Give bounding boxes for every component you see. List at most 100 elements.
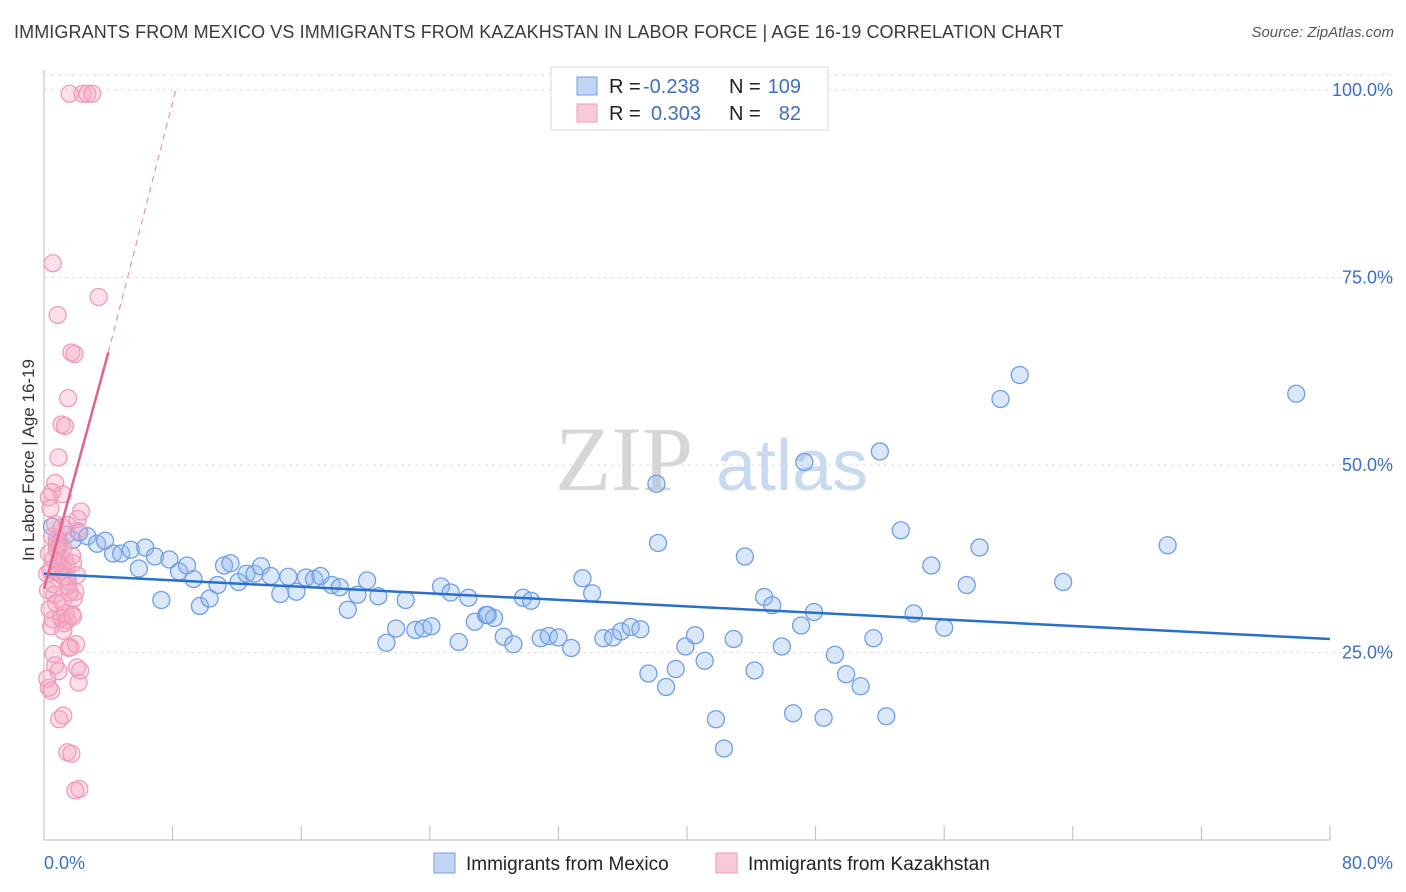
mexico-point-91: [851, 677, 870, 696]
mexico-point-69: [631, 620, 650, 639]
mexico-point-73: [666, 659, 685, 679]
kazakhstan-trend-line: [42, 352, 110, 590]
chart-title: IMMIGRANTS FROM MEXICO VS IMMIGRANTS FRO…: [14, 22, 1064, 42]
x-tick-label-1: 80.0%: [1342, 853, 1393, 873]
mexico-point-103: [1158, 536, 1177, 555]
kazakhstan-point-56: [42, 681, 61, 700]
mexico-point-43: [386, 619, 406, 638]
y-tick-label-1: 50.0%: [1342, 455, 1393, 475]
mexico-point-49: [441, 583, 460, 602]
mexico-point-12: [129, 559, 148, 578]
mexico-point-64: [583, 584, 602, 603]
mexico-point-20: [190, 596, 210, 616]
mexico-point-30: [271, 584, 290, 604]
mexico-point-96: [922, 556, 941, 575]
kazakhstan-point-67: [54, 621, 73, 640]
mexico-point-24: [221, 554, 240, 573]
mexico-point-108: [478, 605, 497, 625]
legend-kazakhstan-r-value: 0.303: [651, 103, 701, 125]
mexico-point-63: [573, 569, 592, 588]
mexico-point-98: [957, 575, 976, 595]
legend-mexico-r-value: -0.238: [643, 76, 700, 98]
kazakhstan-point-34: [71, 661, 90, 680]
mexico-point-11: [121, 540, 140, 559]
kazakhstan-point-81: [60, 84, 79, 103]
mexico-point-81: [745, 661, 764, 680]
bottom-legend-mexico-label: Immigrants from Mexico: [466, 854, 669, 875]
legend-mexico-n-value: 109: [768, 76, 801, 98]
legend-kazakhstan-n-label: N =: [729, 103, 761, 125]
mexico-point-56: [504, 635, 523, 654]
mexico-point-29: [261, 566, 280, 586]
mexico-point-80: [735, 547, 755, 566]
legend-mexico-swatch: [576, 76, 598, 96]
mexico-point-31: [279, 567, 298, 586]
watermark: ZIP atlas: [555, 408, 868, 510]
kazakhstan-point-23: [53, 593, 72, 612]
mexico-point-84: [772, 637, 791, 656]
mexico-point-76: [695, 651, 714, 670]
mexico-point-77: [706, 710, 726, 729]
kazakhstan-point-61: [62, 744, 81, 763]
mexico-point-15: [152, 590, 171, 610]
kazakhstan-point-45: [71, 502, 91, 521]
mexico-point-62: [562, 638, 581, 658]
mexico-point-72: [656, 677, 676, 697]
mexico-point-104: [1287, 384, 1306, 403]
mexico-point-67: [611, 622, 631, 641]
mexico-point-19: [184, 569, 203, 589]
kazakhstan-point-32: [67, 658, 87, 677]
mexico-point-106: [795, 452, 814, 472]
kazakhstan-point-37: [46, 473, 65, 493]
mexico-trend-line: [43, 572, 1331, 641]
mexico-point-61: [549, 628, 568, 647]
y-tick-label-0: 25.0%: [1342, 643, 1393, 663]
kazakhstan-point-64: [39, 678, 58, 697]
mexico-point-107: [647, 474, 666, 493]
mexico-point-14: [145, 547, 165, 566]
kazakhstan-point-65: [44, 644, 63, 664]
mexico-point-79: [724, 629, 743, 649]
kazakhstan-point-79: [62, 546, 82, 565]
mexico-point-50: [449, 632, 468, 652]
mexico-point-86: [791, 616, 811, 635]
mexico-point-93: [877, 707, 896, 726]
mexico-point-71: [648, 533, 668, 553]
mexico-point-94: [891, 521, 910, 540]
mexico-point-21: [200, 589, 219, 608]
x-tick-label-0: 0.0%: [44, 853, 85, 873]
kazakhstan-point-69: [63, 554, 83, 573]
bottom-legend: Immigrants from Mexico Immigrants from K…: [433, 852, 990, 875]
legend-mexico-n-label: N =: [729, 76, 761, 98]
mexico-point-85: [783, 704, 803, 723]
bottom-legend-kazakhstan-label: Immigrants from Kazakhstan: [748, 854, 990, 875]
mexico-point-38: [338, 600, 357, 619]
mexico-point-70: [639, 664, 658, 683]
mexico-point-101: [1010, 365, 1029, 385]
legend: R = -0.238 N = 109 R = 0.303 N = 82: [550, 66, 829, 131]
mexico-point-102: [1054, 572, 1073, 592]
mexico-point-78: [714, 739, 734, 758]
mexico-point-100: [991, 389, 1010, 409]
kazakhstan-trend-extension: [107, 89, 177, 353]
legend-kazakhstan-r-label: R =: [609, 103, 641, 125]
kazakhstan-point-72: [78, 84, 97, 103]
kazakhstan-point-71: [73, 84, 92, 103]
bottom-legend-mexico-swatch: [433, 852, 456, 874]
kazakhstan-point-46: [41, 499, 60, 518]
watermark-atlas: atlas: [716, 426, 868, 506]
kazakhstan-point-63: [70, 779, 89, 799]
trend-lines: [42, 89, 1331, 641]
bottom-legend-kazakhstan-swatch: [715, 852, 738, 874]
source-label: Source: ZipAtlas.com: [1251, 24, 1394, 41]
mexico-point-42: [377, 633, 396, 652]
mexico-point-92: [864, 629, 883, 648]
mexico-point-16: [160, 550, 179, 569]
mexico-point-90: [836, 665, 856, 684]
kazakhstan-point-59: [54, 706, 73, 725]
mexico-point-95: [904, 604, 923, 623]
y-tick-label-2: 75.0%: [1342, 268, 1393, 288]
kazakhstan-point-52: [60, 583, 79, 602]
mexico-point-40: [357, 571, 377, 590]
